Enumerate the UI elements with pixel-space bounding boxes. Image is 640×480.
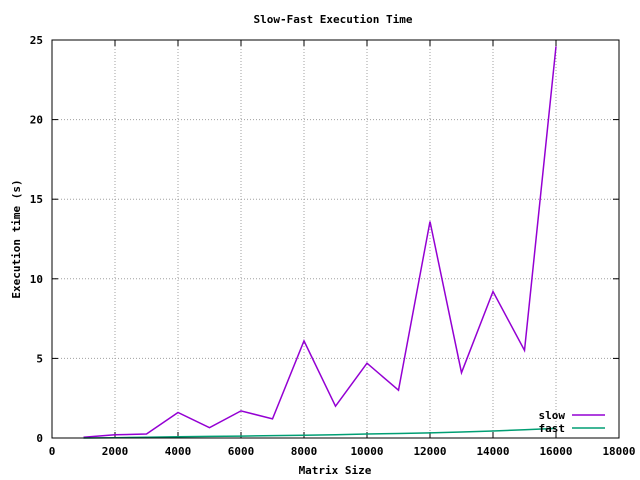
plot-area [83, 46, 557, 439]
legend-label-fast: fast [539, 422, 566, 435]
y-tick-label: 0 [36, 432, 43, 445]
y-tick-label: 25 [30, 34, 43, 47]
series-line-fast [83, 427, 557, 439]
x-axis-label: Matrix Size [299, 464, 372, 477]
y-axis-label: Execution time (s) [10, 179, 23, 298]
axis-ticks: 0 2000 4000 6000 8000 10000 12000 14000 16000 180… [30, 34, 636, 458]
chart-title: Slow-Fast Execution Time [254, 13, 413, 26]
x-tick-label: 0 [49, 445, 56, 458]
grid [52, 40, 619, 438]
plot-border [51, 39, 620, 439]
y-tick-label: 10 [30, 273, 43, 286]
x-tick-label: 10000 [350, 445, 383, 458]
x-tick-label: 18000 [602, 445, 635, 458]
x-tick-label: 12000 [413, 445, 446, 458]
x-tick-label: 16000 [539, 445, 572, 458]
y-tick-label: 15 [30, 193, 43, 206]
series-line-slow [83, 46, 557, 438]
x-tick-label: 6000 [228, 445, 255, 458]
x-tick-label: 14000 [476, 445, 509, 458]
x-tick-label: 4000 [165, 445, 192, 458]
y-tick-label: 20 [30, 114, 43, 127]
legend-label-slow: slow [539, 409, 566, 422]
y-tick-label: 5 [36, 352, 43, 365]
x-tick-label: 2000 [102, 445, 129, 458]
x-tick-label: 8000 [291, 445, 318, 458]
